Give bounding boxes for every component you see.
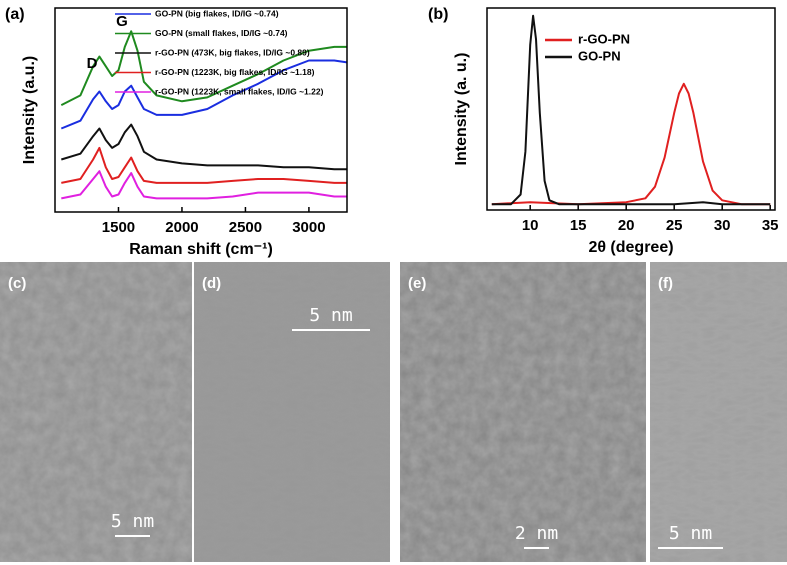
x-tick-label: 3000 bbox=[292, 219, 325, 236]
series-line bbox=[491, 82, 771, 206]
tem-texture bbox=[0, 262, 192, 562]
scale-bar-label: 5 nm bbox=[669, 523, 712, 544]
legend-label: r-GO-PN (1223K, big flakes, ID/IG ~1.18) bbox=[155, 67, 315, 77]
peak-annotation: G bbox=[116, 13, 128, 30]
x-tick-label: 2500 bbox=[229, 219, 262, 236]
scale-bar-label: 2 nm bbox=[515, 523, 558, 544]
legend-label: r-GO-PN (1223K, small flakes, ID/IG ~1.2… bbox=[155, 86, 324, 96]
panel-label: (e) bbox=[408, 275, 426, 292]
x-tick-label: 35 bbox=[762, 217, 779, 234]
plot-frame bbox=[54, 7, 348, 213]
plot-frame bbox=[486, 7, 776, 211]
y-axis-label: Intensity (a.u.) bbox=[21, 56, 38, 164]
x-tick-label: 30 bbox=[714, 217, 731, 234]
legend-label: r-GO-PN (473K, big flakes, ID/IG ~0.89) bbox=[155, 47, 310, 57]
series-line bbox=[61, 146, 347, 184]
scale-bar-label: 5 nm bbox=[309, 305, 352, 326]
x-tick-label: 2000 bbox=[165, 219, 198, 236]
legend-label: GO-PN (small flakes, ID/IG ~0.74) bbox=[155, 28, 288, 38]
panel-label: (c) bbox=[8, 275, 26, 292]
x-tick-label: 15 bbox=[570, 217, 587, 234]
series-line bbox=[491, 14, 771, 206]
x-tick-label: 25 bbox=[666, 217, 683, 234]
scale-bar-label: 5 nm bbox=[111, 511, 154, 532]
x-tick-label: 1500 bbox=[102, 219, 135, 236]
series-line bbox=[61, 170, 347, 200]
x-tick-label: 20 bbox=[618, 217, 635, 234]
panel-label: (a) bbox=[5, 6, 25, 23]
peak-annotation: D bbox=[87, 55, 98, 72]
series-line bbox=[61, 123, 347, 171]
series-line bbox=[60, 30, 347, 106]
panel-label: (f) bbox=[658, 275, 673, 292]
x-tick-label: 10 bbox=[522, 217, 539, 234]
tem-texture bbox=[650, 262, 787, 562]
series-line bbox=[60, 59, 348, 130]
y-axis-label: Intensity (a. u.) bbox=[453, 53, 470, 166]
x-axis-label: Raman shift (cm⁻¹) bbox=[129, 241, 273, 258]
legend-label: r-GO-PN bbox=[578, 31, 630, 46]
tem-texture bbox=[194, 262, 390, 562]
legend-label: GO-PN (big flakes, ID/IG ~0.74) bbox=[155, 8, 279, 18]
legend-label: GO-PN bbox=[578, 48, 621, 63]
x-axis-label: 2θ (degree) bbox=[588, 239, 673, 256]
panel-label: (b) bbox=[428, 6, 448, 23]
tem-texture bbox=[400, 262, 646, 562]
panel-label: (d) bbox=[202, 275, 221, 292]
